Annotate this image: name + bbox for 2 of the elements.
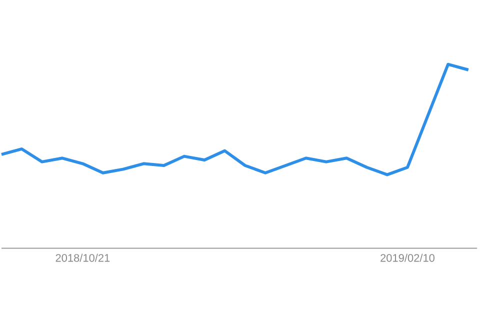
x-tick-label: 2019/02/10 [380,254,434,262]
x-tick-label: 2018/10/21 [56,254,110,262]
